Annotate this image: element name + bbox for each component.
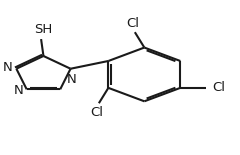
- Text: Cl: Cl: [90, 106, 103, 119]
- Text: Cl: Cl: [212, 81, 225, 94]
- Text: N: N: [67, 73, 77, 86]
- Text: N: N: [13, 84, 23, 97]
- Text: SH: SH: [34, 23, 53, 36]
- Text: Cl: Cl: [126, 17, 139, 30]
- Text: N: N: [3, 62, 13, 74]
